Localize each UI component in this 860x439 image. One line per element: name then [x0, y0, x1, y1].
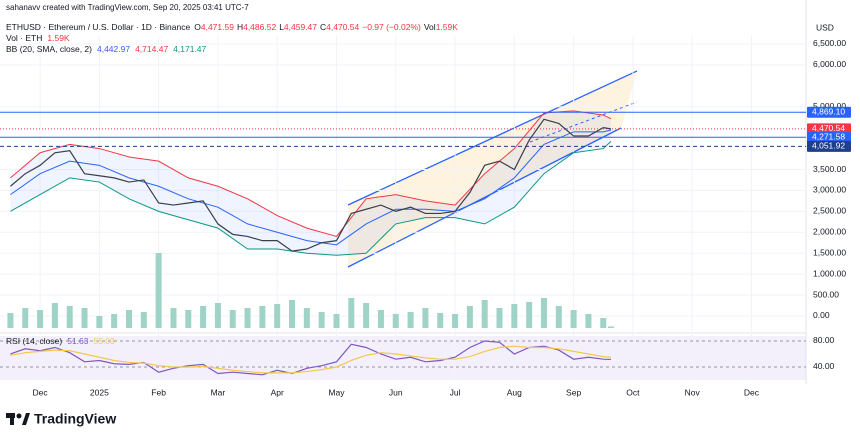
price-label-box — [807, 140, 851, 152]
bb-legend: BB (20, SMA, close, 2) 4,442.97 4,714.47 4,… — [6, 44, 207, 54]
price-label: 4,051.92 — [812, 141, 845, 151]
legend-line: ETHUSD · Ethereum / U.S. Dollar · 1D · B… — [6, 22, 458, 32]
x-tick-label: Dec — [33, 387, 49, 397]
volume-bar — [214, 303, 221, 328]
x-tick-label: Mar — [211, 387, 226, 397]
volume-bar — [377, 310, 384, 328]
volume-legend: Vol · ETH 1.59K — [6, 33, 70, 43]
volume-bar — [244, 308, 251, 328]
price-label: 4,869.10 — [812, 106, 845, 116]
x-tick-label: May — [328, 387, 345, 397]
volume-bar — [333, 314, 340, 328]
volume-bar — [200, 306, 207, 328]
volume-bar — [66, 306, 73, 328]
y-tick-label: 2,500.00 — [813, 206, 846, 216]
attribution: sahanavv created with TradingView.com, S… — [6, 3, 249, 12]
volume-bar — [585, 314, 592, 328]
volume-bar — [452, 314, 459, 328]
volume-bar — [348, 298, 355, 328]
volume-bar — [496, 308, 503, 328]
x-tick-label: Apr — [271, 387, 284, 397]
y-tick-label: 500.00 — [813, 289, 839, 299]
volume-bar — [259, 306, 266, 328]
x-tick-label: Jul — [450, 387, 461, 397]
volume-bar — [318, 312, 325, 328]
price-label-box — [807, 131, 851, 143]
y-tick-label: 2,000.00 — [813, 227, 846, 237]
y-tick-label: 6,000.00 — [813, 59, 846, 69]
volume-bar — [363, 303, 370, 328]
volume-bar — [274, 304, 281, 328]
x-tick-label: Dec — [744, 387, 760, 397]
volume-bar — [185, 310, 192, 328]
series-line — [10, 345, 612, 374]
volume-bar — [511, 304, 518, 328]
x-tick-label: Feb — [151, 387, 166, 397]
x-tick-label: 2025 — [90, 387, 109, 397]
y-tick-label: 3,500.00 — [813, 164, 846, 174]
x-tick-label: Sep — [566, 387, 581, 397]
x-tick-label: Oct — [626, 387, 640, 397]
price-label: 4,271.58 — [812, 131, 845, 141]
channel-lower — [347, 127, 622, 268]
band-lower — [10, 141, 612, 256]
y-tick-label: 0.00 — [813, 310, 830, 320]
rsi-tick-label: 80.00 — [813, 335, 835, 345]
volume-bar — [600, 318, 607, 328]
rsi-legend: RSI (14, close) 51.63 55.03 — [6, 336, 115, 346]
volume-bar — [170, 308, 177, 328]
volume-bar — [481, 300, 488, 328]
volume-bar — [96, 316, 103, 328]
band-upper — [10, 110, 612, 238]
volume-bar — [570, 310, 577, 328]
volume-bar — [437, 313, 444, 328]
price-label: 4,470.54 — [812, 123, 845, 133]
y-tick-label: 5,000.00 — [813, 101, 846, 111]
volume-bar — [555, 306, 562, 328]
volume-bar — [140, 312, 147, 328]
volume-bar — [81, 308, 88, 328]
volume-bar — [466, 306, 473, 328]
volume-bar — [111, 314, 118, 328]
volume-bar — [289, 300, 296, 328]
series-line — [10, 340, 611, 376]
y-tick-label: 1,000.00 — [813, 268, 846, 278]
band-fill — [10, 110, 611, 256]
y-tick-label: 1,500.00 — [813, 247, 846, 257]
y-tick-label: 3,000.00 — [813, 185, 846, 195]
volume-bar — [422, 308, 429, 328]
rsi-tick-label: 40.00 — [813, 361, 835, 371]
volume-bar — [22, 308, 29, 328]
channel-fill — [348, 71, 637, 267]
volume-bar — [37, 310, 44, 328]
volume-bar — [7, 313, 14, 328]
volume-bar — [407, 312, 414, 328]
brand-logo — [6, 413, 30, 425]
plot — [0, 36, 806, 380]
y-tick-label: 6,500.00 — [813, 38, 846, 48]
series-line — [10, 118, 612, 252]
volume-bar — [607, 326, 614, 328]
currency: USD — [816, 22, 834, 32]
brand: TradingView — [34, 411, 116, 427]
volume-bar — [526, 302, 533, 328]
x-tick-label: Jun — [389, 387, 403, 397]
price-label-box — [807, 123, 851, 135]
volume-bar — [155, 253, 162, 328]
x-tick-label: Nov — [685, 387, 701, 397]
volume-bar — [125, 310, 132, 328]
volume-bar — [392, 314, 399, 328]
volume-bar — [303, 308, 310, 328]
price-label-box — [807, 106, 851, 118]
channel-mid — [529, 101, 638, 143]
volume-bar — [51, 303, 58, 328]
volume-bar — [229, 310, 236, 328]
volume-bar — [540, 298, 547, 328]
x-tick-label: Aug — [507, 387, 522, 397]
